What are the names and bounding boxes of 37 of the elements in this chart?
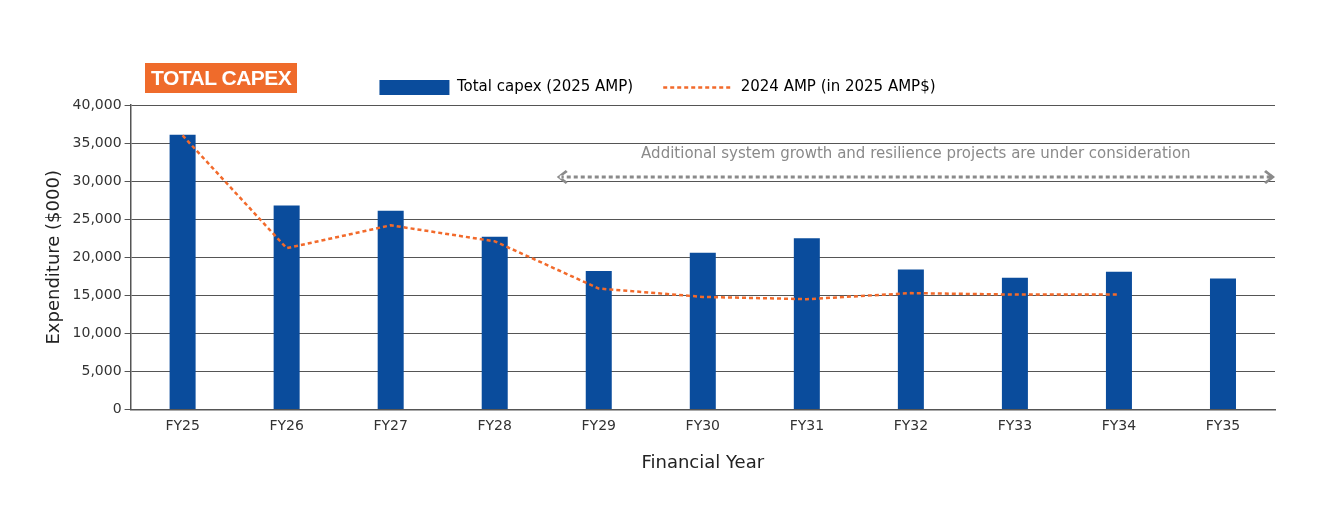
bar (273, 205, 300, 410)
y-tick-label: 10,000 (72, 324, 122, 341)
x-tick-label: FY29 (581, 416, 616, 433)
x-tick-label: FY30 (685, 416, 720, 433)
x-tick-label: FY32 (893, 416, 929, 433)
bar (897, 269, 924, 410)
legend-label: 2024 AMP (in 2025 AMP$) (740, 77, 936, 96)
y-tick-label: 40,000 (72, 95, 122, 112)
bar (377, 210, 404, 410)
bar (481, 236, 508, 410)
x-tick-label: FY26 (269, 416, 304, 433)
bar (1105, 271, 1132, 410)
y-tick-label: 30,000 (72, 171, 122, 188)
y-axis-title: Expenditure ($000) (42, 170, 64, 345)
x-tick-label: FY35 (1205, 416, 1241, 433)
legend-label: Total capex (2025 AMP) (455, 77, 634, 96)
y-tick-label: 0 (112, 400, 122, 417)
x-tick-label: FY34 (1101, 416, 1137, 433)
annotation: Additional system growth and resilience projects are under consideration (641, 143, 1191, 162)
bar (793, 238, 820, 410)
y-tick-label: 15,000 (72, 286, 122, 303)
y-tick-label: 25,000 (72, 209, 122, 226)
x-tick-label: FY28 (477, 416, 512, 433)
y-tick-label: 20,000 (72, 247, 122, 264)
x-tick-label: FY25 (165, 416, 200, 433)
x-axis-title: Financial Year (641, 450, 765, 472)
x-tick-label: FY27 (373, 416, 408, 433)
x-tick-label: FY33 (997, 416, 1033, 433)
y-tick-label: 5,000 (81, 362, 122, 379)
bar (585, 271, 612, 410)
bar (169, 134, 196, 410)
bar (1209, 278, 1236, 410)
bar (689, 252, 716, 410)
x-tick-label: FY31 (789, 416, 825, 433)
y-tick-label: 35,000 (72, 133, 122, 150)
chart-title: TOTAL CAPEX (145, 63, 298, 93)
bar (1001, 277, 1028, 410)
